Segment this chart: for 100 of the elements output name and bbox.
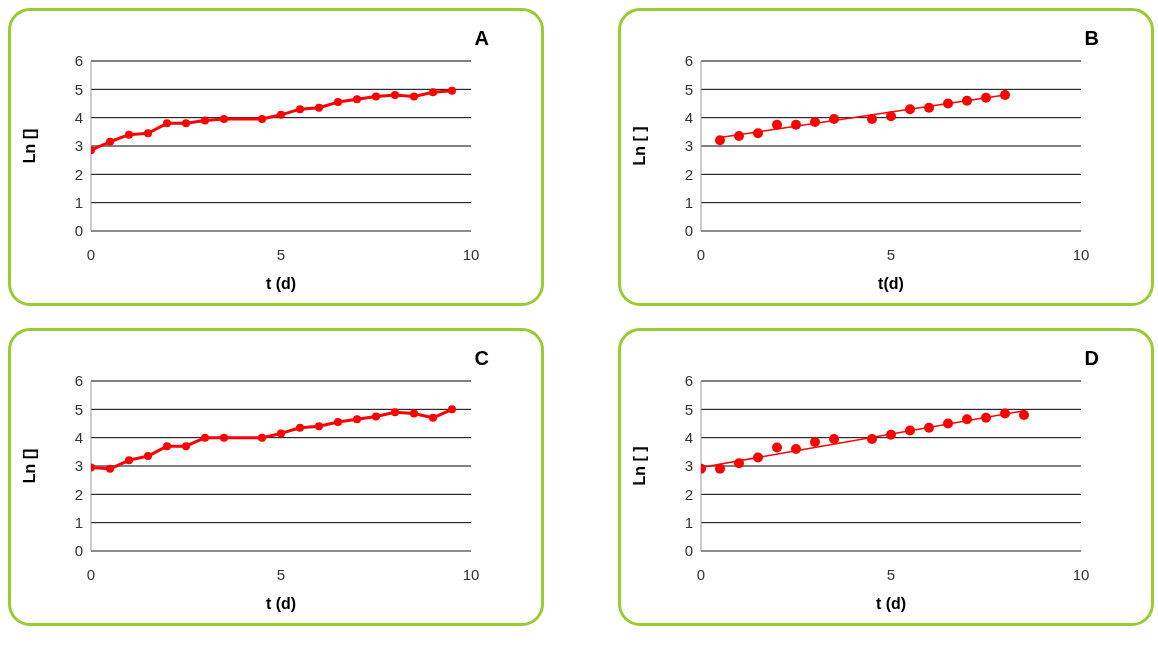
point bbox=[867, 114, 877, 125]
point bbox=[296, 105, 304, 114]
point bbox=[106, 137, 114, 146]
point bbox=[182, 442, 190, 451]
x-tick-label: 10 bbox=[1072, 245, 1090, 263]
y-tick-label: 2 bbox=[684, 165, 693, 183]
y-tick-label: 2 bbox=[74, 165, 83, 183]
x-tick-label: 10 bbox=[462, 565, 480, 583]
point bbox=[867, 434, 877, 445]
point bbox=[372, 92, 380, 101]
y-tick-label: 6 bbox=[74, 52, 83, 70]
y-tick-label: 3 bbox=[74, 457, 83, 475]
y-tick-label: 4 bbox=[74, 428, 83, 446]
y-tick-label: 1 bbox=[684, 513, 693, 531]
y-tick-label: 5 bbox=[684, 80, 693, 98]
point bbox=[962, 95, 972, 106]
point bbox=[277, 110, 285, 119]
y-tick-label: 1 bbox=[74, 513, 83, 531]
point bbox=[886, 111, 896, 122]
point bbox=[772, 119, 782, 130]
chart-title: D bbox=[1084, 347, 1099, 370]
point bbox=[391, 91, 399, 99]
point bbox=[429, 413, 437, 422]
point bbox=[943, 98, 953, 109]
point bbox=[734, 458, 744, 469]
chart-title: B bbox=[1084, 27, 1099, 50]
y-tick-label: 3 bbox=[684, 457, 693, 475]
y-tick-label: 5 bbox=[74, 80, 83, 98]
point bbox=[410, 92, 418, 101]
point bbox=[201, 116, 209, 125]
y-tick-label: 4 bbox=[74, 108, 83, 126]
point bbox=[981, 92, 991, 103]
point bbox=[1019, 410, 1029, 420]
x-tick-label: 0 bbox=[86, 245, 96, 263]
point bbox=[296, 423, 304, 432]
point bbox=[715, 135, 725, 146]
y-tick-label: 0 bbox=[74, 542, 83, 560]
point bbox=[334, 98, 342, 107]
point bbox=[391, 408, 399, 417]
point bbox=[753, 128, 763, 139]
y-tick-label: 3 bbox=[74, 137, 83, 155]
y-tick-label: 0 bbox=[74, 222, 83, 240]
point bbox=[220, 115, 228, 124]
point bbox=[924, 422, 934, 433]
x-axis-title: t (d) bbox=[265, 595, 297, 612]
point bbox=[220, 433, 228, 442]
x-tick-label: 10 bbox=[1072, 565, 1090, 583]
y-tick-label: 1 bbox=[74, 193, 83, 211]
point bbox=[315, 422, 323, 431]
y-tick-label: 0 bbox=[684, 222, 693, 240]
point bbox=[962, 414, 972, 425]
y-axis-title: Ln [] bbox=[20, 448, 38, 484]
point bbox=[125, 456, 133, 465]
y-tick-label: 2 bbox=[684, 485, 693, 503]
point bbox=[334, 418, 342, 427]
y-tick-label: 6 bbox=[684, 372, 693, 390]
point bbox=[144, 129, 152, 138]
y-tick-label: 6 bbox=[684, 52, 693, 70]
y-tick-label: 3 bbox=[684, 137, 693, 155]
x-tick-label: 5 bbox=[886, 565, 896, 583]
point bbox=[829, 434, 839, 445]
point bbox=[810, 436, 820, 447]
point bbox=[315, 103, 323, 112]
y-tick-label: 1 bbox=[684, 193, 693, 211]
point bbox=[943, 418, 953, 429]
x-tick-label: 0 bbox=[696, 565, 706, 583]
y-tick-label: 5 bbox=[684, 400, 693, 418]
point bbox=[810, 116, 820, 127]
y-tick-label: 4 bbox=[684, 428, 693, 446]
point bbox=[715, 463, 725, 474]
x-axis-title: t (d) bbox=[265, 275, 297, 292]
y-tick-label: 2 bbox=[74, 485, 83, 503]
x-tick-label: 5 bbox=[886, 245, 896, 263]
chart-title: C bbox=[474, 347, 489, 370]
x-tick-label: 5 bbox=[276, 565, 286, 583]
point bbox=[144, 452, 152, 461]
x-tick-label: 5 bbox=[276, 245, 286, 263]
y-tick-label: 5 bbox=[74, 400, 83, 418]
point bbox=[829, 114, 839, 125]
point bbox=[353, 415, 361, 424]
y-axis-title: Ln [ ] bbox=[630, 126, 648, 166]
point bbox=[429, 88, 437, 97]
point bbox=[201, 433, 209, 442]
point bbox=[1000, 90, 1010, 100]
x-tick-label: 0 bbox=[86, 565, 96, 583]
x-tick-label: 0 bbox=[696, 245, 706, 263]
point bbox=[448, 86, 456, 95]
point bbox=[791, 444, 801, 454]
point bbox=[905, 104, 915, 115]
point bbox=[905, 425, 915, 436]
point bbox=[410, 409, 418, 418]
point bbox=[277, 429, 285, 438]
y-axis-title: Ln [ ] bbox=[630, 446, 648, 486]
x-tick-label: 10 bbox=[462, 245, 480, 263]
point bbox=[258, 115, 266, 124]
point bbox=[182, 119, 190, 128]
y-tick-label: 4 bbox=[684, 108, 693, 126]
y-axis-title: Ln [] bbox=[20, 128, 38, 164]
point bbox=[163, 119, 171, 128]
point bbox=[924, 102, 934, 113]
